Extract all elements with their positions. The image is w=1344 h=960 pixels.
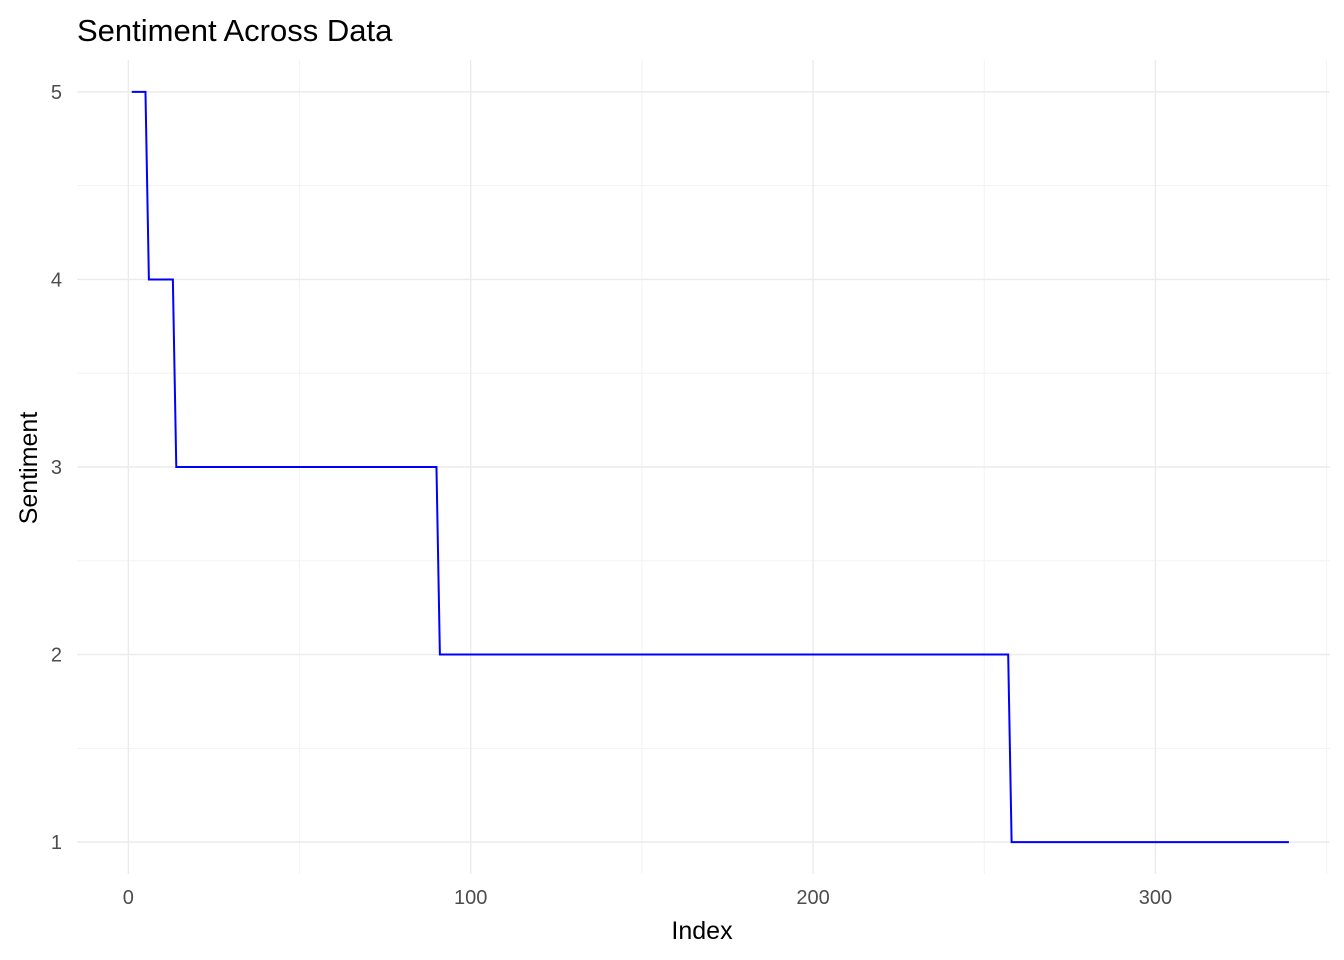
series-layer [131, 90, 1289, 844]
y-axis-title: Sentiment [15, 412, 43, 525]
x-tick-label: 300 [1139, 887, 1172, 909]
y-tick-label: 2 [51, 645, 62, 667]
y-tick-label: 5 [51, 82, 62, 104]
y-tick-label: 1 [51, 832, 62, 854]
y-tick-label: 3 [51, 457, 62, 479]
x-tick-label: 200 [796, 887, 829, 909]
x-tick-label: 0 [123, 887, 134, 909]
y-tick-label: 4 [51, 269, 62, 291]
x-tick-label: 100 [454, 887, 487, 909]
x-axis-title: Index [671, 917, 733, 945]
sentiment-line [131, 90, 1289, 844]
tick-labels: 0 100 200 300 1 2 3 4 5 [51, 82, 1172, 909]
chart-title: Sentiment Across Data [77, 13, 393, 48]
